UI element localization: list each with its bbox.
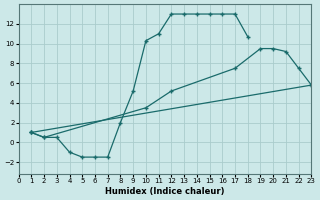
X-axis label: Humidex (Indice chaleur): Humidex (Indice chaleur) [105,187,225,196]
